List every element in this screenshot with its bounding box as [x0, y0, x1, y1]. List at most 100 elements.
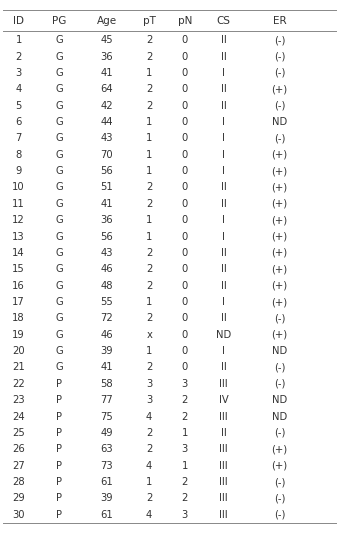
Text: 0: 0: [182, 150, 188, 160]
Text: 2: 2: [146, 493, 152, 503]
Text: 20: 20: [12, 346, 25, 356]
Text: (-): (-): [274, 379, 285, 389]
Text: 2: 2: [146, 264, 152, 275]
Text: 56: 56: [100, 232, 113, 242]
Text: ER: ER: [273, 16, 286, 26]
Text: 43: 43: [101, 248, 113, 258]
Text: I: I: [222, 166, 225, 176]
Text: 48: 48: [101, 281, 113, 291]
Text: G: G: [56, 363, 63, 373]
Text: I: I: [222, 150, 225, 160]
Text: 72: 72: [100, 314, 113, 324]
Text: P: P: [56, 461, 62, 471]
Text: (-): (-): [274, 68, 285, 78]
Text: I: I: [222, 68, 225, 78]
Text: 2: 2: [146, 51, 152, 61]
Text: P: P: [56, 379, 62, 389]
Text: 0: 0: [182, 297, 188, 307]
Text: 0: 0: [182, 264, 188, 275]
Text: 2: 2: [146, 281, 152, 291]
Text: G: G: [56, 182, 63, 193]
Text: 46: 46: [100, 330, 113, 340]
Text: Age: Age: [97, 16, 117, 26]
Text: 36: 36: [100, 51, 113, 61]
Text: (+): (+): [272, 248, 288, 258]
Text: 0: 0: [182, 68, 188, 78]
Text: 42: 42: [100, 100, 113, 110]
Text: G: G: [56, 330, 63, 340]
Text: 28: 28: [12, 477, 25, 487]
Text: 2: 2: [182, 493, 188, 503]
Text: (-): (-): [274, 477, 285, 487]
Text: 0: 0: [182, 248, 188, 258]
Text: (+): (+): [272, 281, 288, 291]
Text: 14: 14: [12, 248, 25, 258]
Text: G: G: [56, 35, 63, 45]
Text: PG: PG: [52, 16, 66, 26]
Text: 4: 4: [146, 412, 152, 422]
Text: II: II: [221, 199, 226, 209]
Text: II: II: [221, 248, 226, 258]
Text: 0: 0: [182, 100, 188, 110]
Text: 70: 70: [100, 150, 113, 160]
Text: 18: 18: [12, 314, 25, 324]
Text: (+): (+): [272, 444, 288, 454]
Text: II: II: [221, 182, 226, 193]
Text: (+): (+): [272, 84, 288, 94]
Text: (-): (-): [274, 363, 285, 373]
Text: 21: 21: [12, 363, 25, 373]
Text: 2: 2: [146, 84, 152, 94]
Text: 0: 0: [182, 166, 188, 176]
Text: 26: 26: [12, 444, 25, 454]
Text: (+): (+): [272, 166, 288, 176]
Text: 1: 1: [146, 346, 152, 356]
Text: (-): (-): [274, 428, 285, 438]
Text: G: G: [56, 166, 63, 176]
Text: 17: 17: [12, 297, 25, 307]
Text: II: II: [221, 264, 226, 275]
Text: 41: 41: [100, 68, 113, 78]
Text: III: III: [219, 444, 228, 454]
Text: (+): (+): [272, 182, 288, 193]
Text: 61: 61: [100, 477, 113, 487]
Text: 24: 24: [12, 412, 25, 422]
Text: 2: 2: [146, 363, 152, 373]
Text: 0: 0: [182, 330, 188, 340]
Text: 0: 0: [182, 363, 188, 373]
Text: 1: 1: [146, 232, 152, 242]
Text: G: G: [56, 100, 63, 110]
Text: G: G: [56, 314, 63, 324]
Text: (+): (+): [272, 215, 288, 225]
Text: ND: ND: [272, 395, 287, 405]
Text: I: I: [222, 297, 225, 307]
Text: 1: 1: [146, 133, 152, 143]
Text: III: III: [219, 510, 228, 520]
Text: P: P: [56, 444, 62, 454]
Text: 1: 1: [146, 215, 152, 225]
Text: 0: 0: [182, 35, 188, 45]
Text: II: II: [221, 314, 226, 324]
Text: G: G: [56, 264, 63, 275]
Text: (+): (+): [272, 297, 288, 307]
Text: III: III: [219, 493, 228, 503]
Text: 1: 1: [146, 68, 152, 78]
Text: (-): (-): [274, 51, 285, 61]
Text: I: I: [222, 117, 225, 127]
Text: 75: 75: [100, 412, 113, 422]
Text: G: G: [56, 248, 63, 258]
Text: 39: 39: [100, 346, 113, 356]
Text: 6: 6: [16, 117, 22, 127]
Text: 4: 4: [146, 461, 152, 471]
Text: 2: 2: [146, 199, 152, 209]
Text: (-): (-): [274, 510, 285, 520]
Text: G: G: [56, 199, 63, 209]
Text: P: P: [56, 412, 62, 422]
Text: 3: 3: [182, 444, 188, 454]
Text: G: G: [56, 232, 63, 242]
Text: 1: 1: [16, 35, 22, 45]
Text: 13: 13: [12, 232, 25, 242]
Text: 1: 1: [146, 150, 152, 160]
Text: 3: 3: [16, 68, 22, 78]
Text: 61: 61: [100, 510, 113, 520]
Text: 29: 29: [12, 493, 25, 503]
